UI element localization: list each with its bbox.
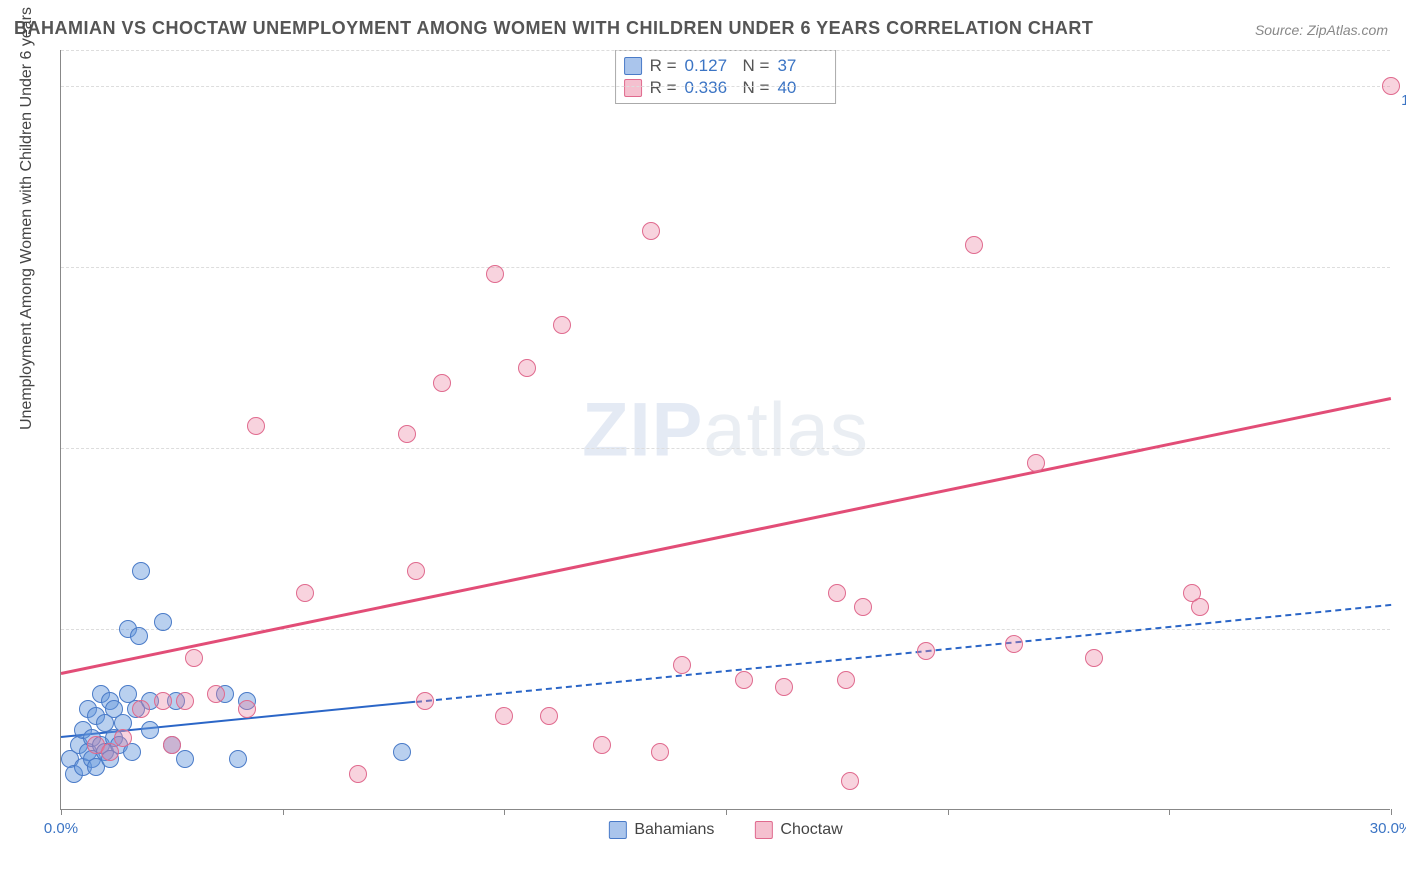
point-choctaw: [917, 642, 935, 660]
r-value-choctaw: 0.336: [685, 78, 735, 98]
point-choctaw: [407, 562, 425, 580]
plot-area: ZIPatlas R = 0.127 N = 37 R = 0.336 N = …: [60, 50, 1390, 810]
watermark-atlas: atlas: [703, 387, 869, 472]
x-tick-label: 30.0%: [1370, 820, 1406, 837]
point-bahamians: [154, 613, 172, 631]
gridline-h: [61, 267, 1390, 268]
point-choctaw: [495, 707, 513, 725]
point-choctaw: [349, 765, 367, 783]
point-choctaw: [593, 736, 611, 754]
trend-line-bahamians: [416, 604, 1392, 703]
point-choctaw: [207, 685, 225, 703]
point-choctaw: [673, 656, 691, 674]
n-value-bahamians: 37: [777, 56, 827, 76]
swatch-blue-icon: [624, 57, 642, 75]
point-choctaw: [1085, 649, 1103, 667]
x-tick: [504, 809, 505, 815]
point-choctaw: [1027, 454, 1045, 472]
x-tick-label: 0.0%: [44, 820, 78, 837]
n-label: N =: [743, 78, 770, 98]
watermark-text: ZIPatlas: [582, 386, 869, 473]
watermark-zip: ZIP: [582, 387, 703, 472]
point-choctaw: [398, 425, 416, 443]
x-tick: [61, 809, 62, 815]
y-tick-label: 75.0%: [1396, 273, 1406, 290]
point-choctaw: [486, 265, 504, 283]
point-bahamians: [393, 743, 411, 761]
point-bahamians: [176, 750, 194, 768]
swatch-blue-icon: [608, 821, 626, 839]
point-choctaw: [296, 584, 314, 602]
point-choctaw: [176, 692, 194, 710]
x-tick: [283, 809, 284, 815]
point-choctaw: [518, 359, 536, 377]
point-choctaw: [433, 374, 451, 392]
x-tick: [1391, 809, 1392, 815]
point-choctaw: [185, 649, 203, 667]
y-tick-label: 50.0%: [1396, 454, 1406, 471]
point-choctaw: [154, 692, 172, 710]
n-label: N =: [743, 56, 770, 76]
point-choctaw: [1191, 598, 1209, 616]
point-choctaw: [163, 736, 181, 754]
point-bahamians: [229, 750, 247, 768]
point-choctaw: [841, 772, 859, 790]
point-choctaw: [540, 707, 558, 725]
gridline-h: [61, 86, 1390, 87]
correlation-stats-box: R = 0.127 N = 37 R = 0.336 N = 40: [615, 50, 837, 104]
chart-title: BAHAMIAN VS CHOCTAW UNEMPLOYMENT AMONG W…: [14, 18, 1093, 39]
x-tick: [726, 809, 727, 815]
r-value-bahamians: 0.127: [685, 56, 735, 76]
y-axis-title: Unemployment Among Women with Children U…: [18, 7, 36, 430]
point-choctaw: [1005, 635, 1023, 653]
point-choctaw: [238, 700, 256, 718]
point-choctaw: [101, 743, 119, 761]
point-choctaw: [651, 743, 669, 761]
trend-line-choctaw: [61, 397, 1392, 675]
legend: Bahamians Choctaw: [608, 821, 842, 839]
n-value-choctaw: 40: [777, 78, 827, 98]
x-tick: [948, 809, 949, 815]
point-choctaw: [416, 692, 434, 710]
point-choctaw: [642, 222, 660, 240]
point-choctaw: [132, 700, 150, 718]
point-choctaw: [735, 671, 753, 689]
point-choctaw: [965, 236, 983, 254]
point-choctaw: [828, 584, 846, 602]
legend-label-choctaw: Choctaw: [780, 821, 842, 839]
x-tick: [1169, 809, 1170, 815]
swatch-pink-icon: [754, 821, 772, 839]
r-label: R =: [650, 78, 677, 98]
swatch-pink-icon: [624, 79, 642, 97]
gridline-h: [61, 50, 1390, 51]
legend-item-choctaw: Choctaw: [754, 821, 842, 839]
legend-label-bahamians: Bahamians: [634, 821, 714, 839]
point-bahamians: [141, 721, 159, 739]
y-tick-label: 100.0%: [1396, 92, 1406, 109]
point-choctaw: [1382, 77, 1400, 95]
point-bahamians: [132, 562, 150, 580]
point-choctaw: [247, 417, 265, 435]
point-choctaw: [553, 316, 571, 334]
point-bahamians: [130, 627, 148, 645]
gridline-h: [61, 448, 1390, 449]
point-choctaw: [114, 729, 132, 747]
r-label: R =: [650, 56, 677, 76]
point-choctaw: [837, 671, 855, 689]
point-choctaw: [775, 678, 793, 696]
point-choctaw: [854, 598, 872, 616]
legend-item-bahamians: Bahamians: [608, 821, 714, 839]
stats-row-bahamians: R = 0.127 N = 37: [624, 55, 828, 77]
y-tick-label: 25.0%: [1396, 635, 1406, 652]
source-attribution: Source: ZipAtlas.com: [1255, 22, 1388, 38]
stats-row-choctaw: R = 0.336 N = 40: [624, 77, 828, 99]
